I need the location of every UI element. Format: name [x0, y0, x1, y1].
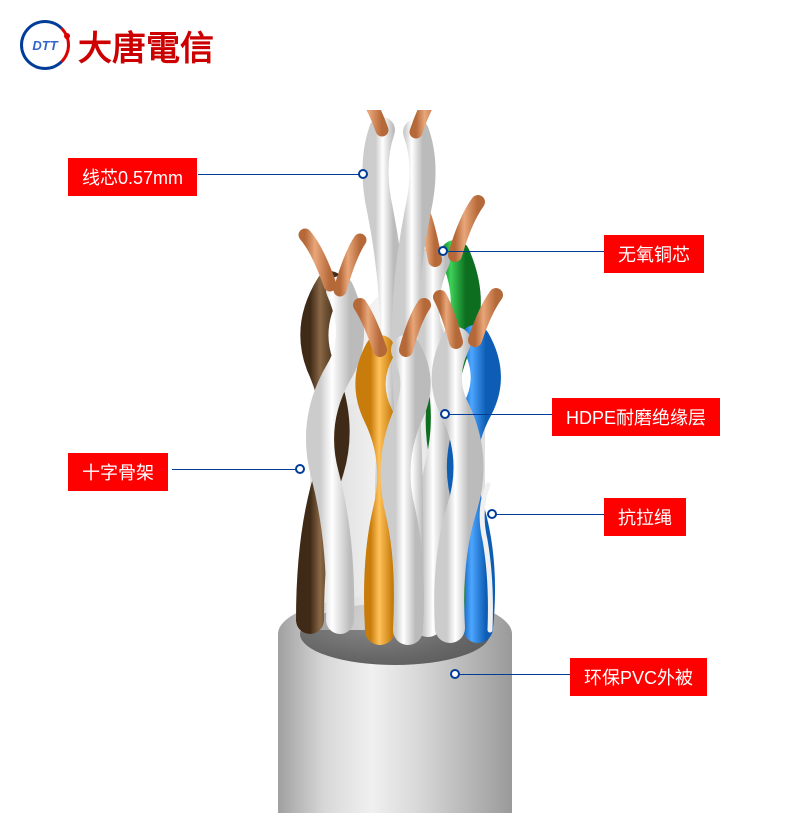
label-copper-core: 无氧铜芯: [604, 235, 704, 273]
callout-line: [443, 251, 604, 252]
callout-line: [172, 469, 300, 470]
label-tensile-rope: 抗拉绳: [604, 498, 686, 536]
label-hdpe-insulation: HDPE耐磨绝缘层: [552, 398, 720, 436]
callout-line: [455, 674, 570, 675]
callout-line: [198, 174, 363, 175]
callout-dot-icon: [358, 169, 368, 179]
callout-dot-icon: [438, 246, 448, 256]
callout-line: [445, 414, 552, 415]
callout-dot-icon: [440, 409, 450, 419]
callout-dot-icon: [487, 509, 497, 519]
label-wire-diameter: 线芯0.57mm: [68, 158, 197, 196]
cable-wires-illustration: [210, 110, 590, 670]
label-pvc-jacket: 环保PVC外被: [570, 658, 707, 696]
brand-logo: DTT 大唐電信: [20, 20, 214, 70]
logo-brand-text: 大唐電信: [78, 21, 214, 70]
callout-dot-icon: [450, 669, 460, 679]
callout-dot-icon: [295, 464, 305, 474]
callout-line: [492, 514, 604, 515]
label-cross-skeleton: 十字骨架: [68, 453, 168, 491]
logo-abbr: DTT: [32, 38, 57, 53]
logo-circle-icon: DTT: [20, 20, 70, 70]
